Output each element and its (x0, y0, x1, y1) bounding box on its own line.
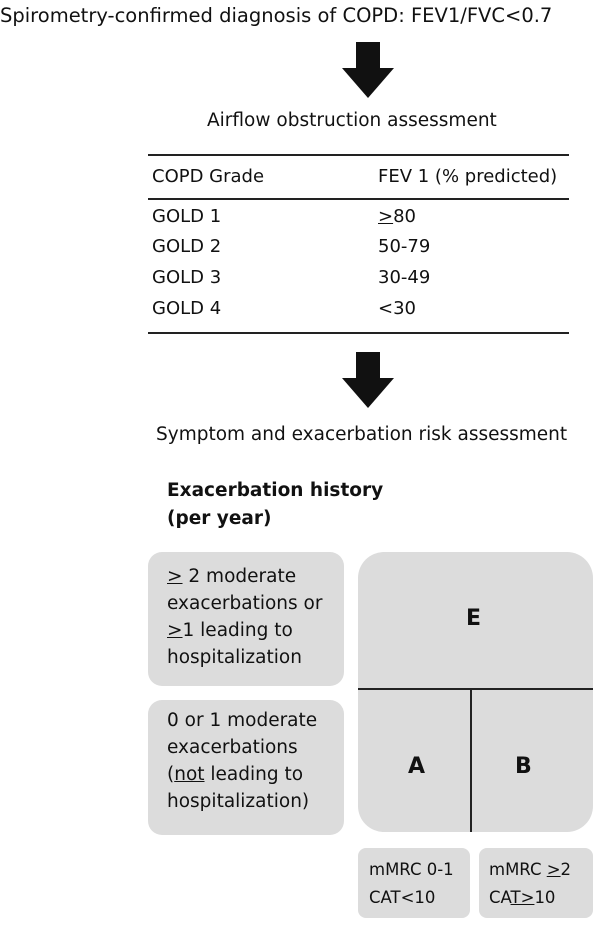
grid-vertical-divider (470, 689, 472, 832)
low-risk-history-box (148, 700, 344, 835)
low-risk-history-text: 0 or 1 moderate exacerbations (not leadi… (167, 710, 318, 812)
symptom-box-low (358, 848, 470, 918)
table-header-rule (148, 198, 569, 200)
exacerbation-history-heading: Exacerbation history (per year) (167, 480, 384, 529)
table-row-grade: GOLD 4 (152, 298, 222, 319)
table-top-rule (148, 154, 569, 156)
high-risk-history-text: > 2 moderate exacerbations or >1 leading… (167, 566, 323, 668)
diagnosis-title: Spirometry-confirmed diagnosis of COPD: … (0, 4, 553, 27)
column-header-fev: FEV 1 (% predicted) (378, 166, 558, 187)
risk-group-grid (358, 552, 593, 832)
table-row-grade: GOLD 1 (152, 206, 222, 227)
risk-heading: Symptom and exacerbation risk assessment (156, 424, 568, 445)
table-row-fev: 30-49 (378, 267, 431, 288)
symptom-box-high (479, 848, 593, 918)
airflow-heading: Airflow obstruction assessment (207, 110, 497, 131)
table-row-fev: <30 (378, 298, 416, 319)
table-row-grade: GOLD 3 (152, 267, 222, 288)
symptom-high-text: mMRC >2 CAT>10 (489, 860, 572, 907)
table-row-grade: GOLD 2 (152, 236, 222, 257)
group-a-label: A (408, 754, 426, 779)
group-e-label: E (466, 606, 482, 631)
table-row-fev: 50-79 (378, 236, 431, 257)
high-risk-history-box (148, 552, 344, 686)
table-row-fev: >80 (378, 206, 416, 227)
group-b-label: B (515, 754, 532, 779)
column-header-grade: COPD Grade (152, 166, 265, 187)
grid-horizontal-divider (358, 688, 593, 690)
table-bottom-rule (148, 332, 569, 334)
symptom-low-text: mMRC 0-1 CAT<10 (369, 860, 454, 907)
